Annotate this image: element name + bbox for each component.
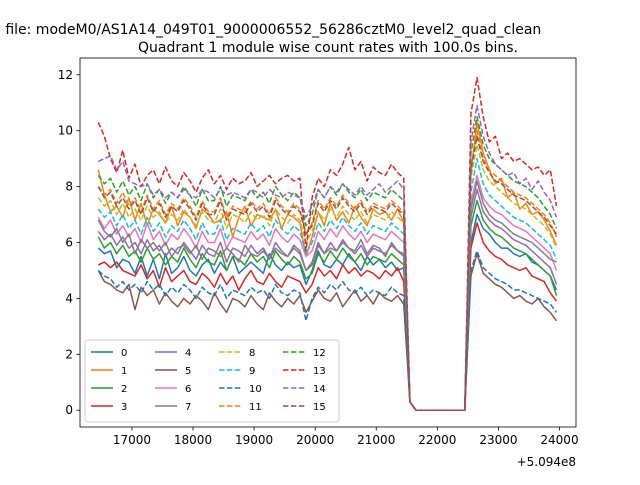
series-line-4 (97, 188, 558, 411)
legend-label-6: 6 (185, 384, 191, 395)
series-line-2 (97, 199, 558, 411)
x-tick-label: 21000 (357, 433, 395, 447)
x-tick-label: 22000 (418, 433, 456, 447)
series-line-14 (97, 104, 558, 411)
y-tick-label: 12 (58, 68, 73, 82)
legend-label-1: 1 (121, 366, 127, 377)
series-line-15 (97, 135, 558, 411)
x-tick-label: 18000 (174, 433, 212, 447)
y-axis: 0 2 4 6 8 10 12 (58, 68, 80, 417)
series-line-9 (97, 157, 558, 411)
series-line-11 (97, 129, 558, 411)
chart-title: Quadrant 1 module wise count rates with … (138, 40, 518, 56)
x-axis: 17000 18000 19000 20000 21000 22000 23000 24000 (113, 427, 579, 447)
y-tick-label: 2 (65, 347, 73, 361)
series-line-3 (97, 222, 558, 411)
series-line-10 (97, 250, 558, 411)
y-tick-label: 4 (65, 291, 73, 305)
x-offset-label: +5.094e8 (517, 455, 576, 469)
x-tick-label: 19000 (235, 433, 273, 447)
legend-label-12: 12 (313, 348, 326, 359)
legend-label-13: 13 (313, 366, 326, 377)
legend-label-3: 3 (121, 402, 127, 413)
y-tick-label: 6 (65, 236, 73, 250)
x-tick-label: 17000 (113, 433, 151, 447)
x-tick-label: 23000 (479, 433, 517, 447)
series-line-13 (97, 76, 558, 411)
legend-label-8: 8 (249, 348, 255, 359)
legend-label-14: 14 (313, 384, 326, 395)
figure-suptitle: n file: modeM0/AS1A14_049T01_9000006552_… (0, 22, 541, 38)
series-line-6 (97, 174, 558, 411)
legend-label-10: 10 (249, 384, 262, 395)
x-tick-label: 20000 (296, 433, 334, 447)
series-line-7 (97, 180, 557, 411)
series-line-8 (97, 143, 558, 411)
x-tick-label: 24000 (540, 433, 578, 447)
legend-label-4: 4 (185, 348, 191, 359)
series-line-0 (97, 213, 558, 411)
legend-label-7: 7 (185, 402, 191, 413)
series-line-5 (97, 252, 558, 411)
y-tick-label: 0 (65, 403, 73, 417)
legend-label-11: 11 (249, 402, 262, 413)
legend-label-9: 9 (249, 366, 255, 377)
legend-box (84, 339, 340, 423)
series-layer (97, 76, 558, 411)
legend-label-5: 5 (185, 366, 191, 377)
y-tick-label: 8 (65, 180, 73, 194)
legend-label-0: 0 (121, 348, 127, 359)
legend-label-15: 15 (313, 402, 326, 413)
legend-label-2: 2 (121, 384, 127, 395)
y-tick-label: 10 (58, 124, 73, 138)
